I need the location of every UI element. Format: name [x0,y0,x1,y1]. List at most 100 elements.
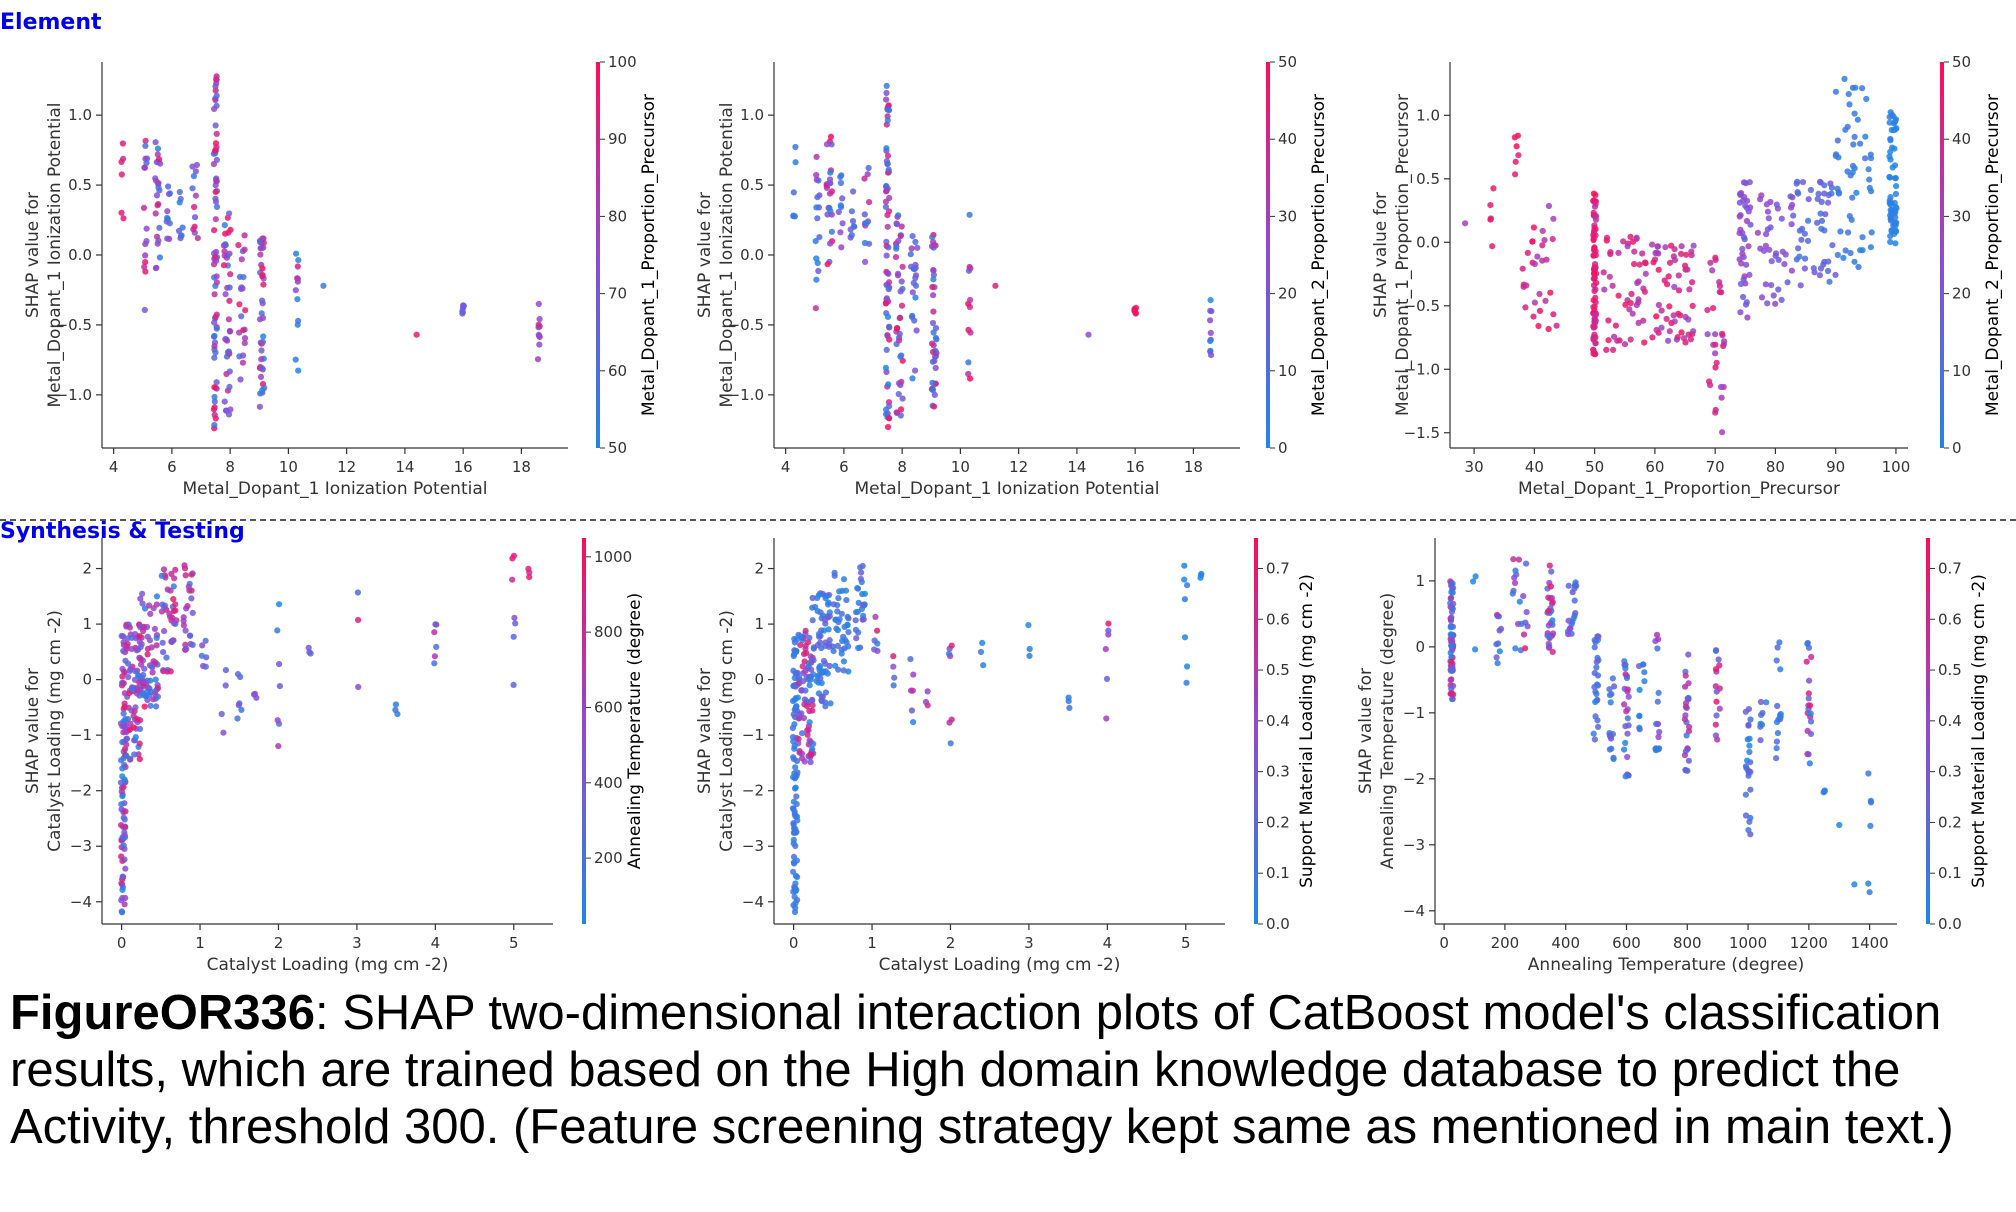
scatter-point [259,387,266,394]
scatter-point [932,364,939,372]
scatter-point [895,391,902,398]
scatter-point [1768,282,1775,289]
x-tick-label: 14 [1067,458,1086,476]
scatter-point [1716,705,1723,712]
scatter-point [792,784,799,791]
scatter-point [1545,644,1553,651]
scatter-point [909,289,916,296]
scatter-point [153,634,160,642]
scatter-point [459,309,466,316]
x-axis-label: Metal_Dopant_1_Proportion_Precursor [1518,479,1840,499]
scatter-point [1747,786,1754,793]
scatter-point [930,267,937,274]
scatter-point [1590,190,1597,197]
scatter-point [1065,698,1072,705]
scatter-point [1103,675,1111,683]
scatter-point [1606,746,1613,753]
scatter-point [1653,720,1660,728]
scatter-point [807,676,814,683]
scatter-point [1790,212,1797,219]
scatter-point [1795,245,1802,252]
scatter-point [827,133,835,140]
scatter-point [237,376,244,383]
scatter-point [1605,337,1612,344]
scatter-point [1026,652,1033,660]
chart-panel-6: 0 200 400 600 800 1000 1200 1400 −4 −3 −2 −1 0 1 Annea… [1356,538,1989,975]
scatter-point [120,842,127,849]
y-axis-label: SHAP value for [1356,668,1376,794]
scatter-point [894,272,902,279]
scatter-point [1654,243,1661,250]
scatter-point [1851,110,1858,117]
scatter-point [1655,733,1662,741]
scatter-point [834,608,841,615]
scatter-point [866,240,873,247]
scatter-point [221,252,228,259]
scatter-point [212,415,219,422]
scatter-point [1207,337,1214,345]
scatter-point [861,590,869,597]
x-tick-label: 70 [1706,458,1725,476]
scatter-point [1548,568,1555,575]
scatter-point [192,192,199,199]
scatter-point [1775,256,1782,263]
scatter-point [834,642,841,650]
scatter-point [862,258,869,265]
scatter-point [149,669,156,676]
scatter-point [211,105,218,112]
x-tick-label: 16 [1126,458,1145,476]
scatter-point [1854,116,1861,123]
scatter-point [1888,111,1896,118]
scatter-point [1624,686,1631,693]
scatter-point [1805,690,1812,697]
scatter-point [1781,261,1788,268]
scatter-point [153,593,161,600]
scatter-point [1448,636,1455,643]
y-tick-label: −4 [70,893,92,911]
scatter-point [810,740,817,748]
scatter-point [120,705,127,712]
scatter-point [1799,179,1807,186]
scatter-point [1682,313,1689,321]
scatter-point [138,634,145,641]
scatter-point [1746,748,1753,756]
scatter-point [1867,822,1874,830]
scatter-point [1671,318,1678,325]
scatter-point [152,210,159,217]
scatter-point [1816,272,1823,279]
scatter-point [257,239,264,246]
scatter-point [152,265,159,272]
scatter-point [812,305,819,312]
scatter-point [222,682,229,689]
colorbar-tick-label: 0.7 [1938,559,1962,577]
scatter-point [884,185,891,192]
scatter-point [1591,224,1598,232]
scatter-point [801,658,808,665]
scatter-point [1684,745,1691,752]
scatter-point [855,644,862,652]
scatter-point [1797,282,1804,289]
scatter-point [882,198,890,205]
scatter-point [1105,627,1112,634]
scatter-point [132,704,139,711]
scatter-point [794,769,801,776]
scatter-point [1707,259,1714,266]
scatter-point [932,334,940,342]
caption-text: : SHAP two-dimensional interaction plots… [10,986,1954,1154]
x-tick-label: 12 [337,458,356,476]
x-tick-label: 5 [1181,934,1191,952]
scatter-point [1549,621,1556,628]
scatter-point [225,316,232,323]
scatter-point [1867,151,1874,158]
scatter-point [815,267,822,275]
scatter-point [803,649,810,657]
scatter-point [930,403,938,410]
scatter-point [1773,755,1780,762]
scatter-point [1713,359,1720,366]
scatter-point [794,669,801,677]
scatter-point [1765,215,1772,222]
scatter-point [185,583,192,590]
shap-dependence-plots: 4 6 8 10 12 14 16 18−1.0−0.50.00.51.0Metal_Dopa… [23,53,2003,975]
scatter-point [125,704,132,711]
scatter-point [1524,623,1531,630]
